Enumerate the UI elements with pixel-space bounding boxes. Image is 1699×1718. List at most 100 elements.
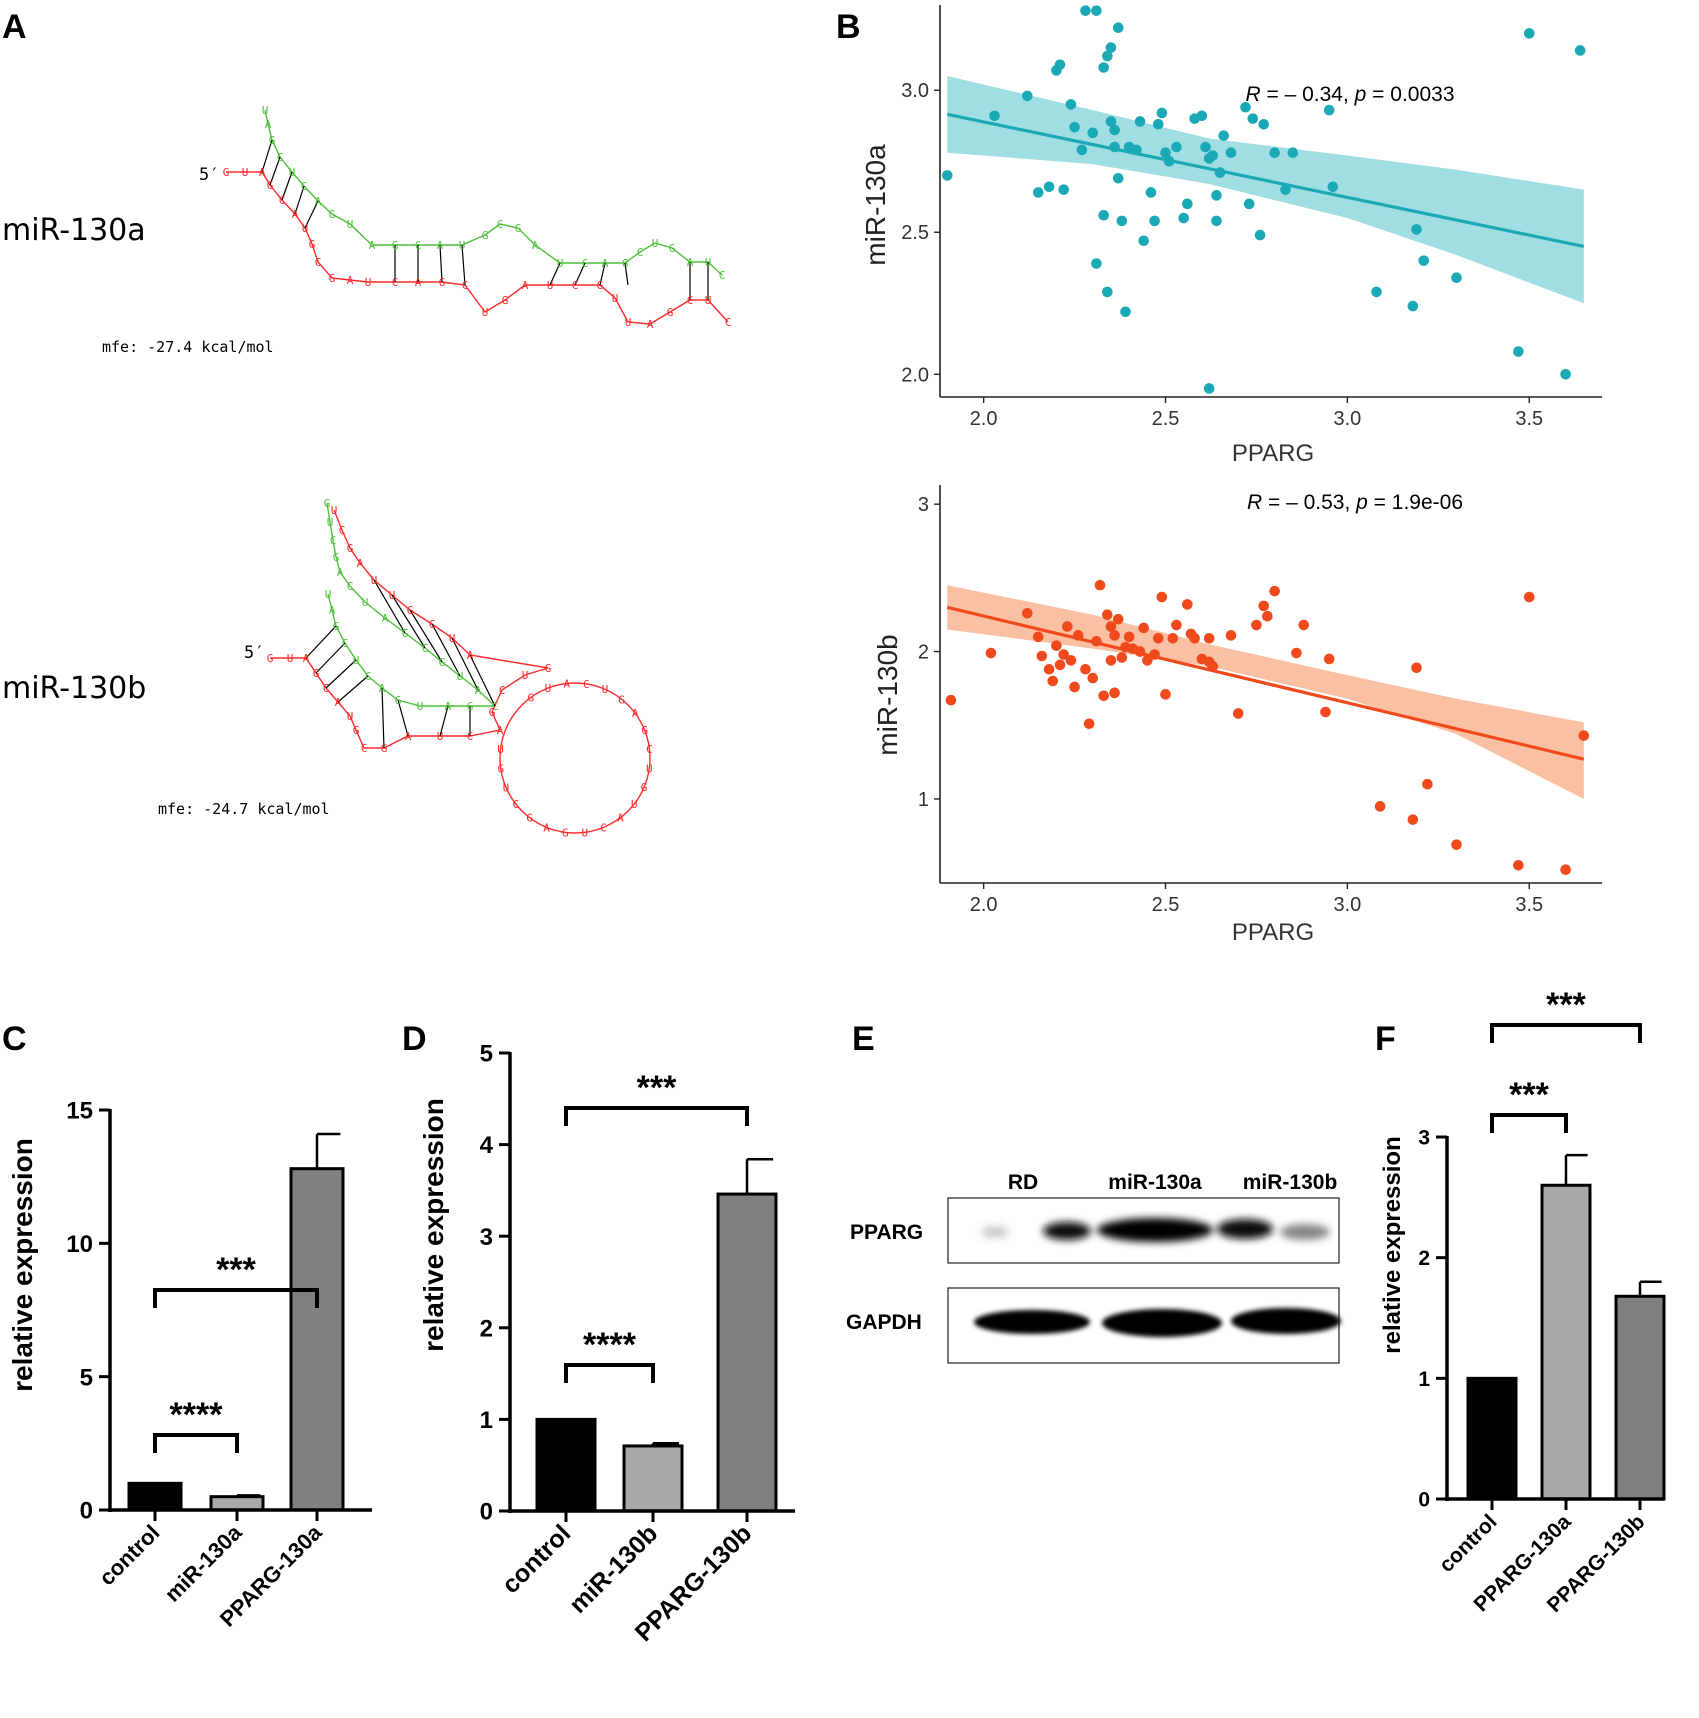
lane-label-mir130a: miR-130a: [1108, 1171, 1202, 1194]
nucleotide: G: [353, 724, 360, 737]
nucleotide: U: [457, 670, 464, 683]
nucleotide: A: [522, 279, 529, 292]
nucleotide: U: [705, 256, 712, 269]
data-point: [1032, 187, 1044, 198]
base-pair: [315, 642, 346, 674]
nucleotide: G: [439, 656, 446, 669]
data-point: [1123, 631, 1135, 643]
data-point: [1087, 127, 1099, 139]
nucleotide: G: [347, 542, 354, 555]
bar-chart-c: relative expression 051015controlmiR-130…: [7, 1098, 372, 1631]
nucleotide: C: [392, 276, 399, 289]
data-point: [1225, 630, 1237, 641]
data-point: [1374, 801, 1386, 812]
data-point: [1080, 663, 1091, 675]
five-prime-label: 5′: [244, 643, 264, 663]
nucleotide: U: [437, 730, 444, 743]
data-point: [1076, 144, 1088, 156]
band: [1231, 1308, 1341, 1334]
nucleotide: C: [492, 700, 499, 713]
y-tick-label: 5: [480, 1041, 493, 1068]
significance-label: ****: [583, 1326, 637, 1364]
data-point: [1451, 272, 1462, 283]
y-tick-label: 0: [80, 1498, 93, 1525]
base-pair: [261, 139, 273, 173]
data-point: [1247, 113, 1259, 124]
nucleotide: U: [325, 588, 332, 601]
nucleotide: U: [522, 669, 529, 682]
x-tick-label: 3.5: [1515, 408, 1543, 430]
nucleotide: U: [625, 316, 632, 329]
base-pair: [624, 262, 629, 286]
nucleotide: G: [502, 294, 509, 307]
base-pair: [409, 609, 443, 663]
rna-name-label: miR-130a: [2, 213, 146, 248]
significance-label: ***: [1509, 1076, 1549, 1114]
nucleotide: U: [631, 798, 638, 811]
band: [1280, 1224, 1330, 1240]
data-point: [1320, 706, 1331, 718]
nucleotide: G: [641, 781, 648, 794]
base-pair: [451, 637, 479, 691]
data-point: [1054, 59, 1066, 70]
nucleotide: U: [417, 700, 424, 713]
significance-bracket: [1490, 1113, 1568, 1133]
category-label: control: [497, 1519, 577, 1599]
rna-name-label: miR-130b: [2, 671, 146, 706]
y-tick-label: 3: [480, 1224, 493, 1251]
data-point: [1054, 659, 1066, 671]
nucleotide: U: [353, 654, 360, 667]
data-point: [1116, 652, 1128, 663]
bar: [535, 1417, 597, 1513]
y-tick-label: 1: [918, 789, 929, 811]
nucleotide: G: [395, 694, 402, 707]
base-pair: [397, 699, 409, 737]
data-point: [1105, 621, 1117, 632]
base-pair: [439, 705, 449, 737]
data-point: [1105, 42, 1117, 53]
nucleotide: C: [583, 678, 590, 691]
nucleotide: C: [646, 743, 653, 756]
nucleotide: C: [277, 151, 284, 164]
nucleotide: A: [475, 684, 482, 697]
band: [1217, 1219, 1273, 1239]
nucleotide: C: [467, 730, 474, 743]
nucleotide: U: [705, 294, 712, 307]
data-point: [1251, 619, 1262, 631]
data-point: [1065, 99, 1077, 110]
nucleotide: A: [602, 257, 609, 270]
nucleotide: U: [327, 516, 334, 529]
significance-bracket: [564, 1363, 655, 1383]
mirna-strand: [264, 109, 723, 276]
significance-bracket: [153, 1288, 319, 1308]
bar: [1466, 1376, 1518, 1501]
nucleotide: G: [497, 763, 504, 776]
nucleotide: C: [719, 269, 726, 282]
base-pair: [461, 244, 466, 286]
nucleotide: C: [323, 682, 330, 695]
y-tick-label: 3: [918, 494, 929, 516]
nucleotide: A: [337, 566, 344, 579]
data-point: [1189, 633, 1200, 644]
nucleotide: A: [564, 677, 571, 690]
data-point: [1287, 147, 1299, 159]
nucleotide: U: [545, 682, 552, 695]
data-point: [1138, 235, 1149, 247]
nucleotide: G: [329, 208, 336, 221]
base-pair: [281, 171, 293, 201]
data-point: [989, 110, 1000, 122]
confidence-band: [947, 76, 1584, 304]
nucleotide: C: [572, 279, 579, 292]
nucleotide: U: [347, 710, 354, 723]
data-point: [1069, 681, 1080, 693]
data-point: [1043, 663, 1055, 675]
base-pair: [305, 625, 337, 659]
data-point: [1200, 141, 1211, 153]
scatter-mir130b-vs-pparg: R = – 0.53, p = 1.9e-06 PPARG miR-130b 2…: [872, 485, 1602, 946]
y-tick-label: 1: [480, 1407, 493, 1434]
nucleotide: G: [333, 620, 340, 633]
nucleotide: G: [489, 706, 496, 719]
significance-bracket: [564, 1106, 749, 1126]
significance-label: ***: [216, 1251, 256, 1289]
